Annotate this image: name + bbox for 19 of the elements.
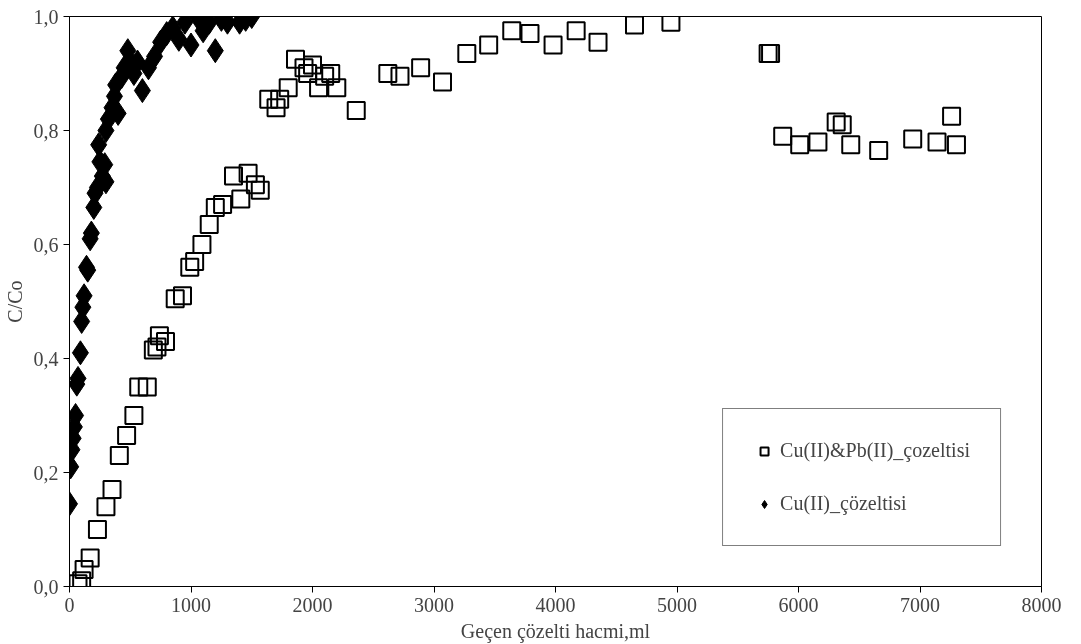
- x-tick-label: 8000: [1021, 593, 1062, 616]
- x-tick-label: 4000: [535, 593, 576, 616]
- y-tick-label: 1,0: [33, 5, 59, 28]
- y-tick-label: 0,6: [33, 233, 59, 256]
- legend-label: Cu(II)_çözeltisi: [780, 492, 907, 515]
- y-tick-label: 0,2: [33, 461, 59, 484]
- x-tick-label: 5000: [657, 593, 697, 616]
- x-tick-label: 6000: [778, 593, 819, 616]
- legend-label: Cu(II)&Pb(II)_çozeltisi: [780, 439, 970, 462]
- x-axis-title: Geçen çözelti hacmi,ml: [460, 619, 651, 643]
- x-tick-label: 1000: [171, 593, 211, 616]
- y-tick-label: 0,8: [33, 119, 59, 142]
- y-axis-title: C/Co: [3, 280, 26, 323]
- x-tick-label: 2000: [292, 593, 333, 616]
- y-tick-label: 0,4: [33, 347, 59, 370]
- y-tick-label: 0,0: [33, 575, 59, 598]
- x-tick-label: 3000: [414, 593, 454, 616]
- x-tick-label: 7000: [900, 593, 940, 616]
- x-tick-label: 0: [64, 593, 75, 616]
